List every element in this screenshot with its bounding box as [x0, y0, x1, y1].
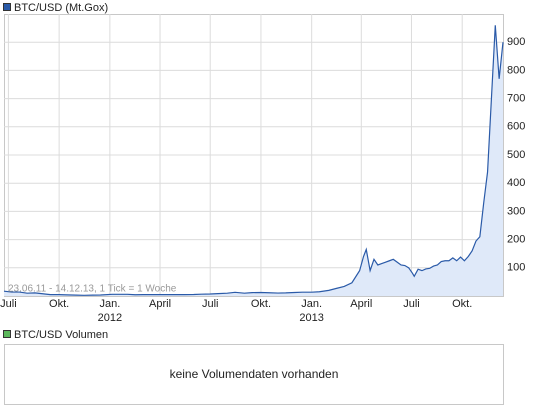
x-year-label: 2013 — [299, 312, 323, 324]
x-tick-label: Okt. — [49, 298, 69, 310]
y-tick-label: 700 — [507, 93, 525, 105]
x-tick-label: Jan. — [301, 298, 322, 310]
x-year-label: 2012 — [98, 312, 122, 324]
y-tick-label: 500 — [507, 149, 525, 161]
line — [3, 25, 504, 296]
y-tick-label: 200 — [507, 234, 525, 246]
y-tick-label: 100 — [507, 262, 525, 274]
x-tick-label: Jan. — [99, 298, 120, 310]
volume-frame — [4, 344, 504, 405]
x-tick-label: Juli — [403, 298, 420, 310]
x-tick-label: April — [149, 298, 171, 310]
volume-legend-swatch — [3, 330, 11, 338]
x-tick-label: April — [350, 298, 372, 310]
annotation: 23.06.11 - 14.12.13, 1 Tick = 1 Woche — [8, 284, 177, 295]
legend-label: BTC/USD (Mt.Gox) — [14, 2, 108, 14]
volume-legend: BTC/USD Volumen — [14, 329, 108, 341]
volume-message: keine Volumendaten vorhanden — [170, 367, 339, 381]
y-tick-label: 900 — [507, 36, 525, 48]
y-tick-label: 800 — [507, 64, 525, 76]
area-fill — [4, 25, 503, 297]
y-tick-label: 300 — [507, 205, 525, 217]
x-tick-label: Okt. — [452, 298, 472, 310]
x-tick-label: Juli — [202, 298, 219, 310]
y-tick-label: 600 — [507, 121, 525, 133]
y-tick-label: 400 — [507, 177, 525, 189]
x-tick-label: Juli — [0, 298, 17, 310]
legend-swatch — [3, 3, 11, 11]
x-tick-label: Okt. — [251, 298, 271, 310]
